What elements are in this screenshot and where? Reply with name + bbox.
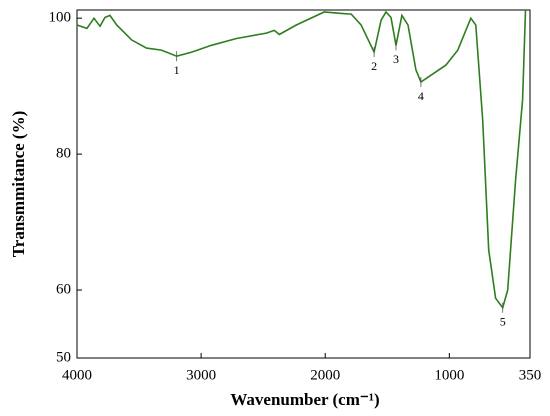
- peak-label: 1: [174, 63, 180, 77]
- x-tick-label: 4000: [62, 367, 92, 383]
- peak-label: 5: [500, 314, 506, 328]
- x-tick-label: 1000: [434, 367, 464, 383]
- peak-label: 3: [393, 52, 399, 66]
- peak-label: 4: [418, 89, 424, 103]
- x-tick-label: 350: [519, 367, 542, 383]
- x-tick-label: 2000: [310, 367, 340, 383]
- spectrum-line: [76, 9, 527, 310]
- x-axis-label: Wavenumber (cm⁻¹): [230, 390, 379, 409]
- plot-frame: [76, 9, 531, 359]
- x-tick-label: 3000: [186, 367, 216, 383]
- y-tick-label: 50: [56, 349, 71, 365]
- y-tick-label: 100: [49, 10, 72, 26]
- peak-label: 2: [371, 59, 377, 73]
- y-tick-label: 60: [56, 281, 71, 297]
- y-tick-label: 80: [56, 146, 71, 162]
- y-axis-label: Transmmitance (%): [9, 111, 28, 258]
